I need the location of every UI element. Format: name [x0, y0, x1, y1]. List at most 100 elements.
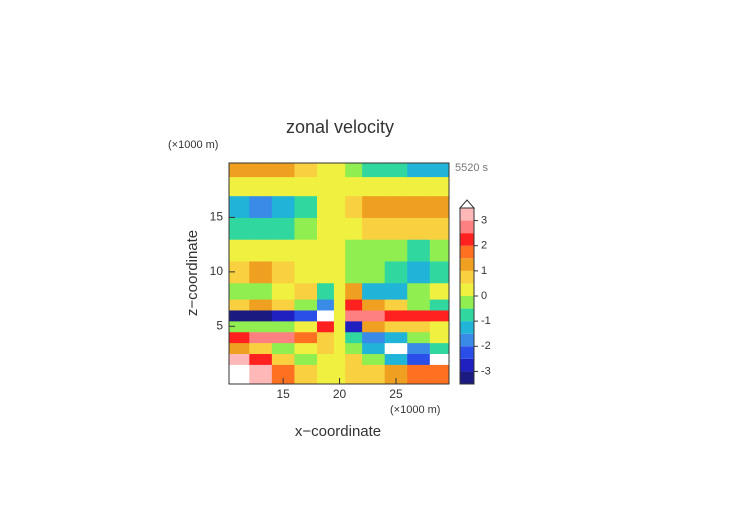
- field-cell: [229, 309, 250, 322]
- field-cell: [271, 176, 295, 197]
- field-cell: [294, 364, 318, 385]
- field-cell: [294, 217, 318, 240]
- field-cell: [429, 309, 450, 322]
- field-cell: [362, 195, 386, 218]
- field-cell: [429, 320, 450, 333]
- field-cell: [317, 299, 335, 311]
- colorbar-tick-label: -3: [481, 365, 491, 377]
- field-cell: [229, 282, 250, 300]
- field-cell: [333, 217, 346, 240]
- field-cell: [407, 282, 431, 300]
- x-tick-label: 15: [276, 387, 290, 401]
- field-cell: [249, 353, 273, 365]
- field-cell: [362, 260, 386, 284]
- field-cell: [317, 342, 335, 355]
- field-cell: [345, 163, 363, 178]
- field-cell: [429, 282, 450, 300]
- field-cell: [229, 364, 250, 385]
- field-cell: [249, 299, 273, 311]
- y-tick-label: 15: [210, 210, 224, 224]
- colorbar-band: [460, 308, 474, 322]
- field-cell: [384, 217, 408, 240]
- field-cell: [407, 163, 431, 178]
- colorbar-band: [460, 283, 474, 296]
- field-cell: [249, 282, 273, 300]
- colorbar-tick-label: 2: [481, 240, 487, 252]
- field-cell: [333, 282, 346, 300]
- x-axis-label: x−coordinate: [295, 423, 381, 440]
- field-cell: [333, 331, 346, 344]
- field-cell: [271, 195, 295, 218]
- field-cell: [271, 217, 295, 240]
- field-cell: [317, 331, 335, 344]
- field-cell: [333, 176, 346, 197]
- field-cell: [333, 163, 346, 178]
- field-cell: [429, 364, 450, 385]
- field-cell: [429, 163, 450, 178]
- field-cell: [271, 320, 295, 333]
- field-cell: [345, 282, 363, 300]
- field-cell: [271, 353, 295, 365]
- field-cell: [362, 163, 386, 178]
- field-cell: [229, 331, 250, 344]
- field-cell: [229, 217, 250, 240]
- field-cell: [345, 217, 363, 240]
- field-cell: [229, 239, 250, 262]
- colorbar-band: [460, 245, 474, 259]
- field-cell: [407, 320, 431, 333]
- field-cell: [333, 353, 346, 365]
- field-cell: [333, 260, 346, 284]
- field-cell: [345, 364, 363, 385]
- colorbar-band: [460, 346, 474, 359]
- field-cell: [407, 260, 431, 284]
- field-cell: [271, 342, 295, 355]
- x-unit: (×1000 m): [390, 404, 440, 416]
- field-cell: [362, 353, 386, 365]
- field-cell: [229, 260, 250, 284]
- y-unit: (×1000 m): [168, 139, 218, 151]
- field-cell: [345, 320, 363, 333]
- field-cell: [229, 176, 250, 197]
- field-cell: [384, 176, 408, 197]
- y-axis-label: z−coordinate: [184, 230, 201, 316]
- field-cell: [407, 195, 431, 218]
- field-cell: [362, 309, 386, 322]
- field-cell: [294, 309, 318, 322]
- field-cell: [345, 239, 363, 262]
- field-cell: [294, 195, 318, 218]
- field-cell: [317, 282, 335, 300]
- colorbar-band: [460, 208, 474, 221]
- field-cell: [271, 364, 295, 385]
- field-cell: [429, 299, 450, 311]
- field-cell: [317, 239, 335, 262]
- field-cell: [362, 320, 386, 333]
- field-cell: [271, 299, 295, 311]
- field-cell: [317, 260, 335, 284]
- field-cell: [294, 342, 318, 355]
- field-cell: [384, 309, 408, 322]
- field-cell: [384, 260, 408, 284]
- field-cell: [249, 364, 273, 385]
- colorbar-band: [460, 333, 474, 347]
- colorbar-tick-label: 3: [481, 214, 487, 226]
- field-cell: [384, 299, 408, 311]
- field-cell: [249, 195, 273, 218]
- field-cell: [429, 195, 450, 218]
- field-cell: [249, 260, 273, 284]
- field-cell: [362, 239, 386, 262]
- field-cell: [229, 320, 250, 333]
- field-cell: [333, 299, 346, 311]
- colorbar-band: [460, 233, 474, 246]
- field-cell: [384, 320, 408, 333]
- field-cell: [333, 320, 346, 333]
- field-cell: [333, 309, 346, 322]
- field-cell: [345, 299, 363, 311]
- field-cell: [294, 353, 318, 365]
- field-cell: [384, 331, 408, 344]
- field-cell: [249, 176, 273, 197]
- field-cell: [294, 163, 318, 178]
- field-cell: [271, 331, 295, 344]
- field-cell: [333, 364, 346, 385]
- colorbar-band: [460, 258, 474, 271]
- colorbar-tick-label: -1: [481, 315, 491, 327]
